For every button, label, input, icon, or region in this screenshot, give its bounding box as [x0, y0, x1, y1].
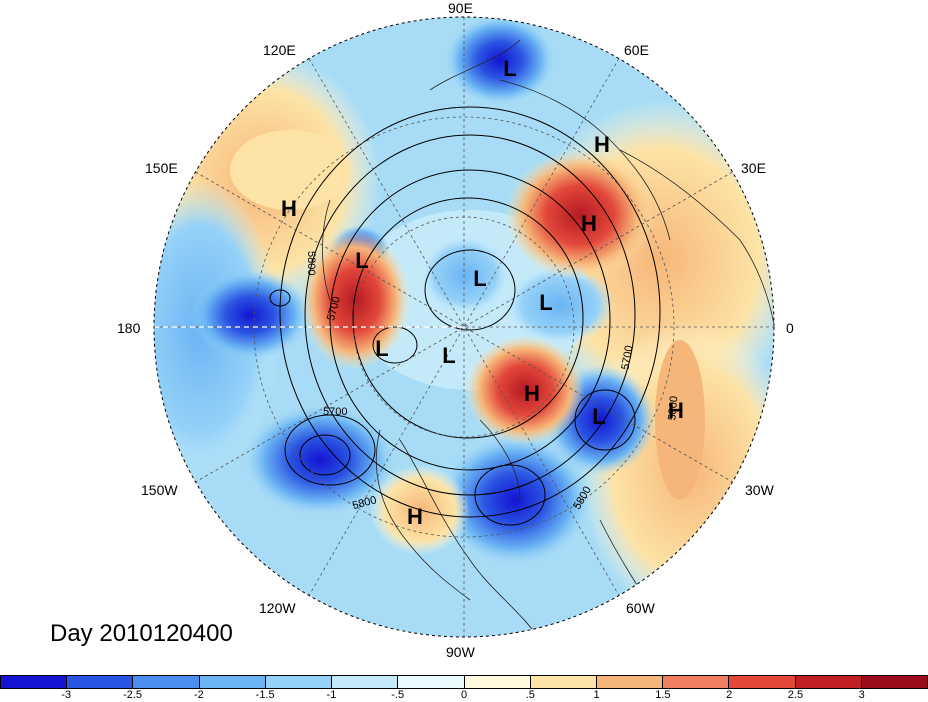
colorbar-label: -1.5 [255, 689, 275, 701]
longitude-label-60e: 60E [624, 42, 649, 58]
longitude-label-90w: 90W [446, 644, 475, 660]
pressure-centers: L H H H L L L L L H H L H [281, 56, 684, 529]
high-center: H [581, 211, 597, 236]
colorbar-label: 1.5 [655, 689, 671, 701]
colorbar-box [67, 676, 134, 688]
colorbar-box [1, 676, 68, 688]
longitude-label-30e: 30E [741, 160, 766, 176]
longitude-label-120w: 120W [259, 600, 296, 616]
longitude-label-0: 0 [786, 320, 794, 336]
colorbar-box [398, 676, 465, 688]
colorbar-box [795, 676, 862, 688]
colorbar-label: 1 [593, 689, 600, 701]
colorbar-box [332, 676, 399, 688]
high-center: H [524, 381, 540, 406]
high-center: H [281, 196, 297, 221]
longitude-label-120e: 120E [263, 42, 296, 58]
low-center: L [503, 56, 516, 81]
map-boundary [153, 16, 775, 638]
contour-labels: 5800 5700 5700 5700 5800 5800 5800 [305, 251, 680, 512]
colorbar-box [133, 676, 200, 688]
colorbar-label: 0 [460, 689, 468, 701]
colorbar-label: 3 [858, 689, 865, 701]
low-center: L [355, 248, 368, 273]
contour-label: 5800 [666, 395, 680, 420]
low-center: L [442, 343, 455, 368]
low-center: L [539, 290, 552, 315]
longitude-label-150e: 150E [145, 160, 178, 176]
contour-label: 5700 [323, 406, 347, 418]
colorbar-box [265, 676, 333, 688]
anomaly-field [154, 17, 774, 637]
high-center: H [594, 132, 610, 157]
colorbar [0, 675, 928, 689]
colorbar-box [199, 676, 266, 688]
contour-label: 5700 [619, 345, 635, 371]
colorbar-label: -2.5 [123, 689, 143, 701]
colorbar-box [530, 676, 597, 688]
colorbar-box [596, 676, 664, 688]
low-center: L [592, 404, 605, 429]
high-center: H [668, 398, 684, 423]
colorbar-box [729, 676, 796, 688]
colorbar-box [861, 676, 928, 688]
low-center: L [375, 336, 388, 361]
colorbar-label: .5 [525, 689, 535, 701]
colorbar-label: -3 [61, 689, 72, 701]
low-center: L [473, 266, 486, 291]
longitude-label-30w: 30W [745, 482, 774, 498]
longitude-label-150w: 150W [141, 482, 178, 498]
longitude-label-90e: 90E [448, 0, 473, 16]
colorbar-box [663, 676, 730, 688]
longitude-label-180: 180 [117, 320, 141, 336]
colorbar-label: 2.5 [787, 689, 804, 701]
colorbar-label: 2 [726, 689, 733, 701]
colorbar-label: -.5 [391, 689, 405, 701]
colorbar-box [464, 676, 531, 688]
colorbar-label: -2 [193, 689, 204, 701]
day-title: Day 2010120400 [50, 620, 233, 647]
high-center: H [407, 504, 423, 529]
colorbar-label: -1 [326, 689, 337, 701]
contour-label: 5800 [305, 251, 317, 275]
longitude-label-60w: 60W [626, 600, 655, 616]
